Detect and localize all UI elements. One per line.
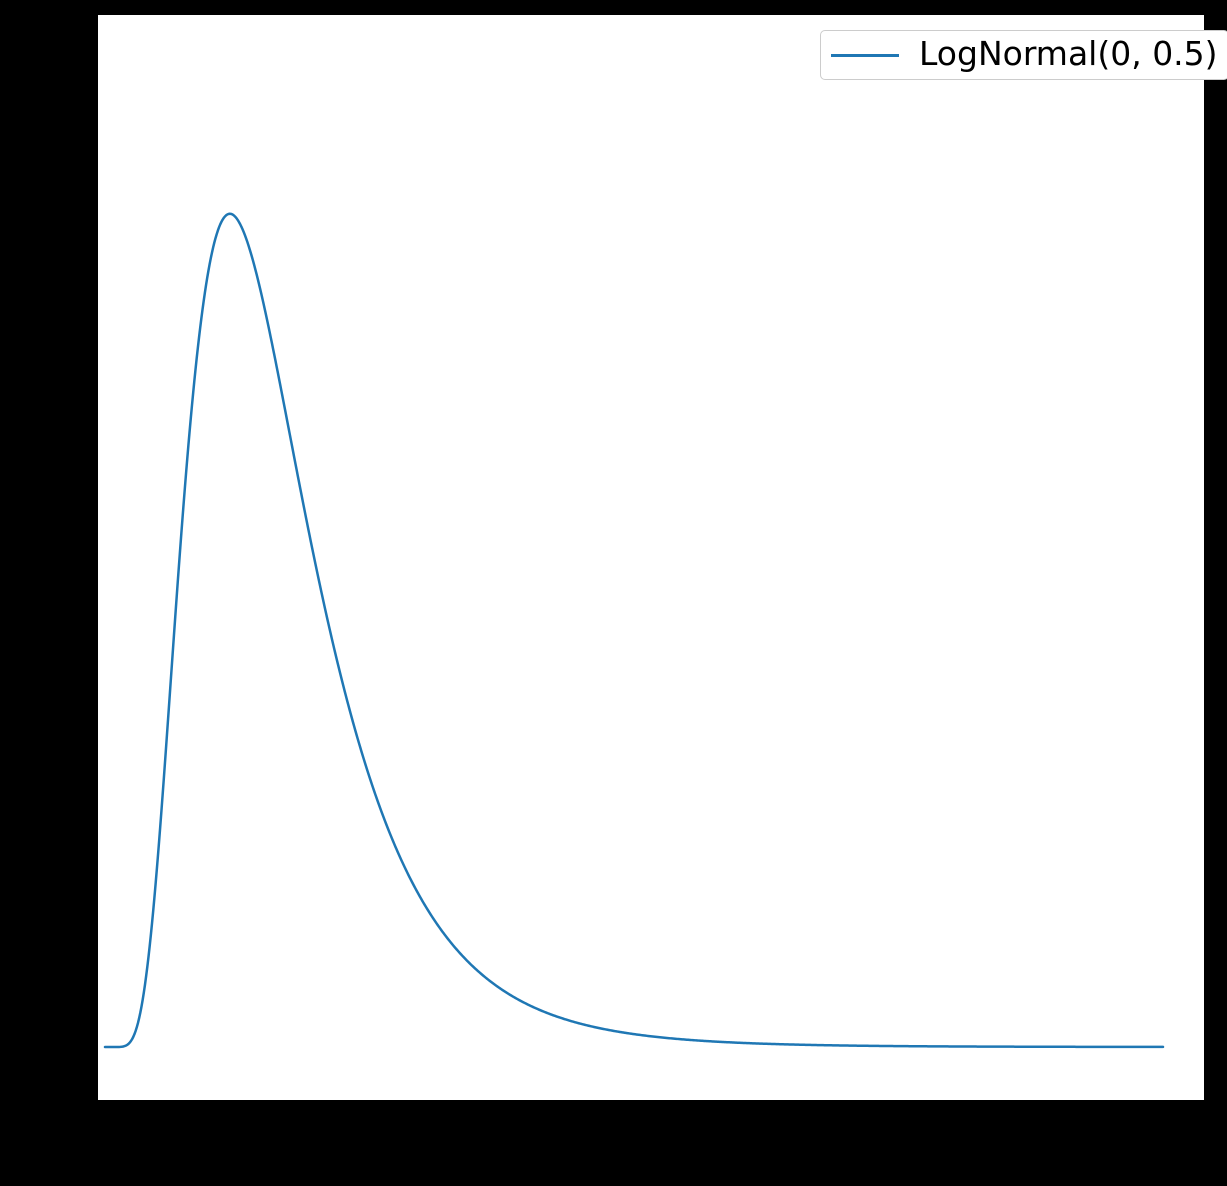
legend-label-lognormal: LogNormal(0, 0.5) <box>919 34 1218 73</box>
chart-legend[interactable]: LogNormal(0, 0.5) <box>820 30 1227 80</box>
plot-axes: LogNormal(0, 0.5) <box>98 15 1227 1100</box>
series-line-lognormal <box>103 212 1165 1049</box>
figure-canvas: LogNormal(0, 0.5) <box>98 15 1227 1100</box>
legend-color-swatch-lognormal <box>831 53 899 57</box>
lognormal-curve-svg <box>103 212 1165 1049</box>
legend-line-sample <box>829 45 901 65</box>
